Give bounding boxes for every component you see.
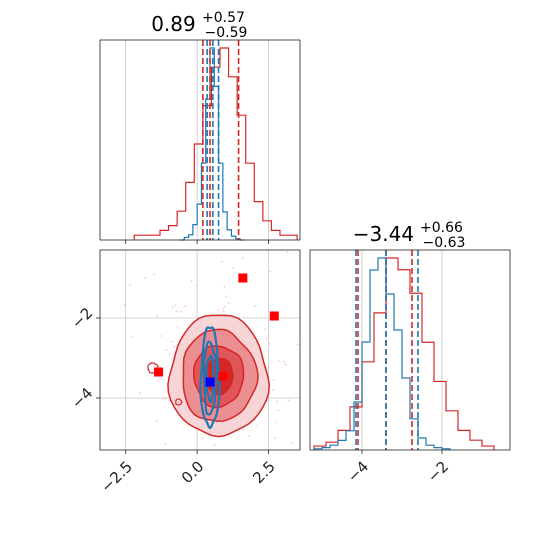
blue-contour-level (199, 326, 221, 430)
scatter-point (164, 397, 167, 400)
title-plus: +0.66 (420, 220, 463, 236)
axes-frame (99, 39, 301, 241)
scatter-point (284, 363, 287, 366)
red-histogram-step (313, 257, 495, 450)
blue-histogram-step (313, 257, 451, 450)
scatter-point (129, 283, 131, 286)
quantile-lines (355, 250, 419, 450)
scatter-point (275, 421, 277, 424)
scatter-point (264, 328, 267, 331)
blue-histogram-step (180, 47, 245, 241)
markers (154, 273, 279, 387)
scatter-point (291, 442, 294, 445)
red-marker (154, 367, 164, 377)
blue-contour-level (202, 340, 218, 416)
contour-content (123, 251, 300, 447)
scatter-point (195, 284, 198, 287)
scatter-point (265, 366, 268, 368)
red-marker (269, 311, 279, 321)
red-marker (218, 371, 228, 381)
scatter-point (156, 315, 159, 318)
scatter-point (222, 310, 225, 313)
scatter-point (164, 443, 167, 445)
scatter-point (171, 340, 173, 343)
scatter-point (222, 307, 225, 310)
panel-title: 0.89 +0.57 −0.59 (151, 7, 250, 41)
scatter-point (241, 428, 244, 431)
scatter-point (138, 392, 141, 394)
title-minus: −0.63 (423, 235, 466, 251)
scatter-point (223, 285, 226, 288)
scatter-point (156, 420, 158, 422)
scatter-point (161, 335, 163, 337)
histogram-panel-param1: 0.89 +0.57 −0.59 (99, 7, 301, 244)
scatter-point (296, 343, 299, 346)
title-plus: +0.57 (202, 10, 245, 26)
scatter-point (267, 354, 270, 356)
scatter-point (286, 251, 289, 254)
scatter-point (232, 266, 235, 269)
scatter-point (153, 273, 155, 276)
scatter-point (277, 360, 280, 362)
scatter-point (277, 409, 280, 412)
scatter-point (213, 444, 216, 447)
scatter-point (287, 399, 290, 402)
scatter-point (272, 379, 275, 381)
scatter-point (227, 302, 230, 304)
title-minus: −0.59 (205, 25, 248, 41)
axes-frame (99, 249, 301, 451)
scatter-point (131, 336, 134, 339)
axes-frame (309, 249, 511, 451)
scatter-point (161, 397, 164, 400)
scatter-point (276, 400, 278, 403)
scatter-point (247, 435, 250, 437)
red-contour-island (175, 398, 183, 406)
scatter-point (217, 308, 220, 311)
title-median: −3.44 (353, 222, 414, 246)
scatter-point (176, 325, 179, 328)
scatter-point (168, 399, 171, 402)
scatter-point (174, 304, 177, 307)
scatter-point (173, 345, 176, 348)
scatter-point (223, 305, 226, 308)
x-ticks (125, 240, 269, 244)
scatter-point (225, 295, 227, 298)
scatter-point (190, 280, 193, 282)
panel-title: −3.44 +0.66 −0.63 (353, 217, 468, 251)
scatter-point (175, 310, 178, 313)
histogram-series (133, 47, 298, 241)
scatter-point (274, 437, 276, 439)
red-marker (238, 273, 248, 283)
scatter-point (143, 276, 146, 279)
scatter-point (256, 424, 259, 427)
scatter-point (160, 377, 163, 380)
scatter-point (241, 257, 244, 259)
scatter-point (269, 270, 271, 273)
scatter-point (183, 305, 186, 307)
scatter-point (202, 437, 205, 440)
title-median: 0.89 (151, 12, 196, 36)
histogram-series (313, 257, 495, 450)
scatter-point (268, 342, 271, 345)
quantile-lines (202, 40, 240, 240)
scatter-point (253, 305, 256, 308)
scatter-point (157, 379, 160, 382)
scatter-point (171, 306, 174, 308)
scatter-point (272, 389, 275, 392)
scatter-point (168, 352, 171, 355)
scatter-point (123, 304, 126, 306)
scatter-point (179, 310, 182, 313)
scatter-point (165, 349, 168, 352)
scatter-point (283, 361, 285, 363)
scatter-point (265, 337, 268, 340)
blue-marker (205, 377, 215, 387)
scatter-point (221, 260, 223, 263)
red-histogram-step (133, 47, 298, 240)
